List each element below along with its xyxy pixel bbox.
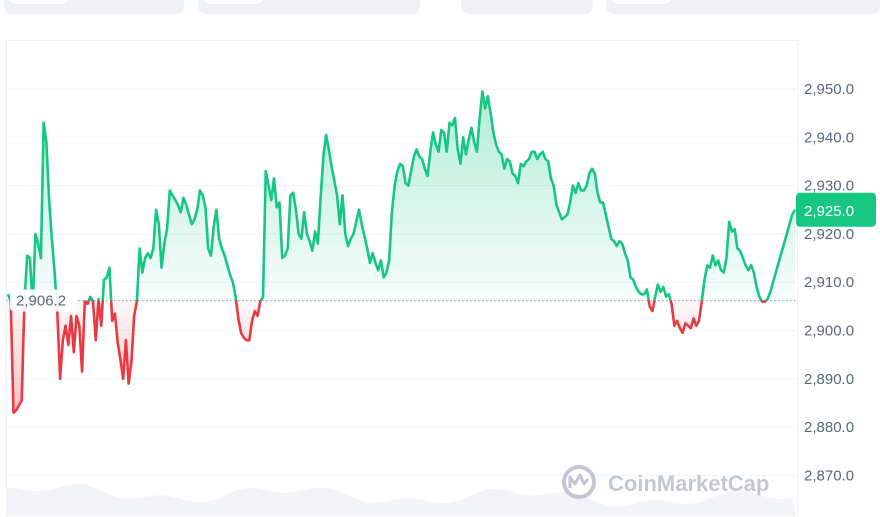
chart-frame: [6, 40, 798, 517]
y-tick-label: 2,890.0: [804, 371, 854, 388]
y-tick-label: 2,870.0: [804, 467, 854, 484]
y-tick-label: 2,910.0: [804, 274, 854, 291]
watermark-text: CoinMarketCap: [608, 471, 769, 496]
current-price-badge: 2,925.0: [796, 192, 876, 227]
reference-label: 2,906.2: [16, 293, 66, 310]
display-options-toggle[interactable]: [606, 0, 880, 14]
time-range-toggle[interactable]: [461, 0, 593, 14]
y-tick-label: 2,920.0: [804, 226, 854, 243]
y-tick-label: 2,950.0: [804, 81, 854, 98]
timeframe-toolbar: [0, 0, 880, 16]
price-line-above: [6, 90, 797, 301]
chart-type-toggle[interactable]: [4, 0, 184, 14]
chart-mode-toggle[interactable]: [198, 0, 420, 14]
coinmarketcap-logo-icon: [562, 465, 596, 499]
volume-bars: [6, 483, 796, 516]
current-price-label: 2,925.0: [804, 203, 854, 220]
volume-silhouette: [6, 483, 796, 516]
area-below-reference: [10, 300, 766, 413]
reference-badge: 2,906.2: [10, 289, 76, 312]
y-tick-label: 2,900.0: [804, 323, 854, 340]
y-tick-label: 2,940.0: [804, 129, 854, 146]
area-above-reference: [8, 91, 795, 301]
y-tick-label: 2,930.0: [804, 178, 854, 195]
y-tick-label: 2,880.0: [804, 419, 854, 436]
watermark: CoinMarketCap: [562, 465, 769, 499]
y-axis: 2,950.0 2,940.0 2,930.0 2,920.0 2,910.0 2,900…: [804, 81, 854, 484]
